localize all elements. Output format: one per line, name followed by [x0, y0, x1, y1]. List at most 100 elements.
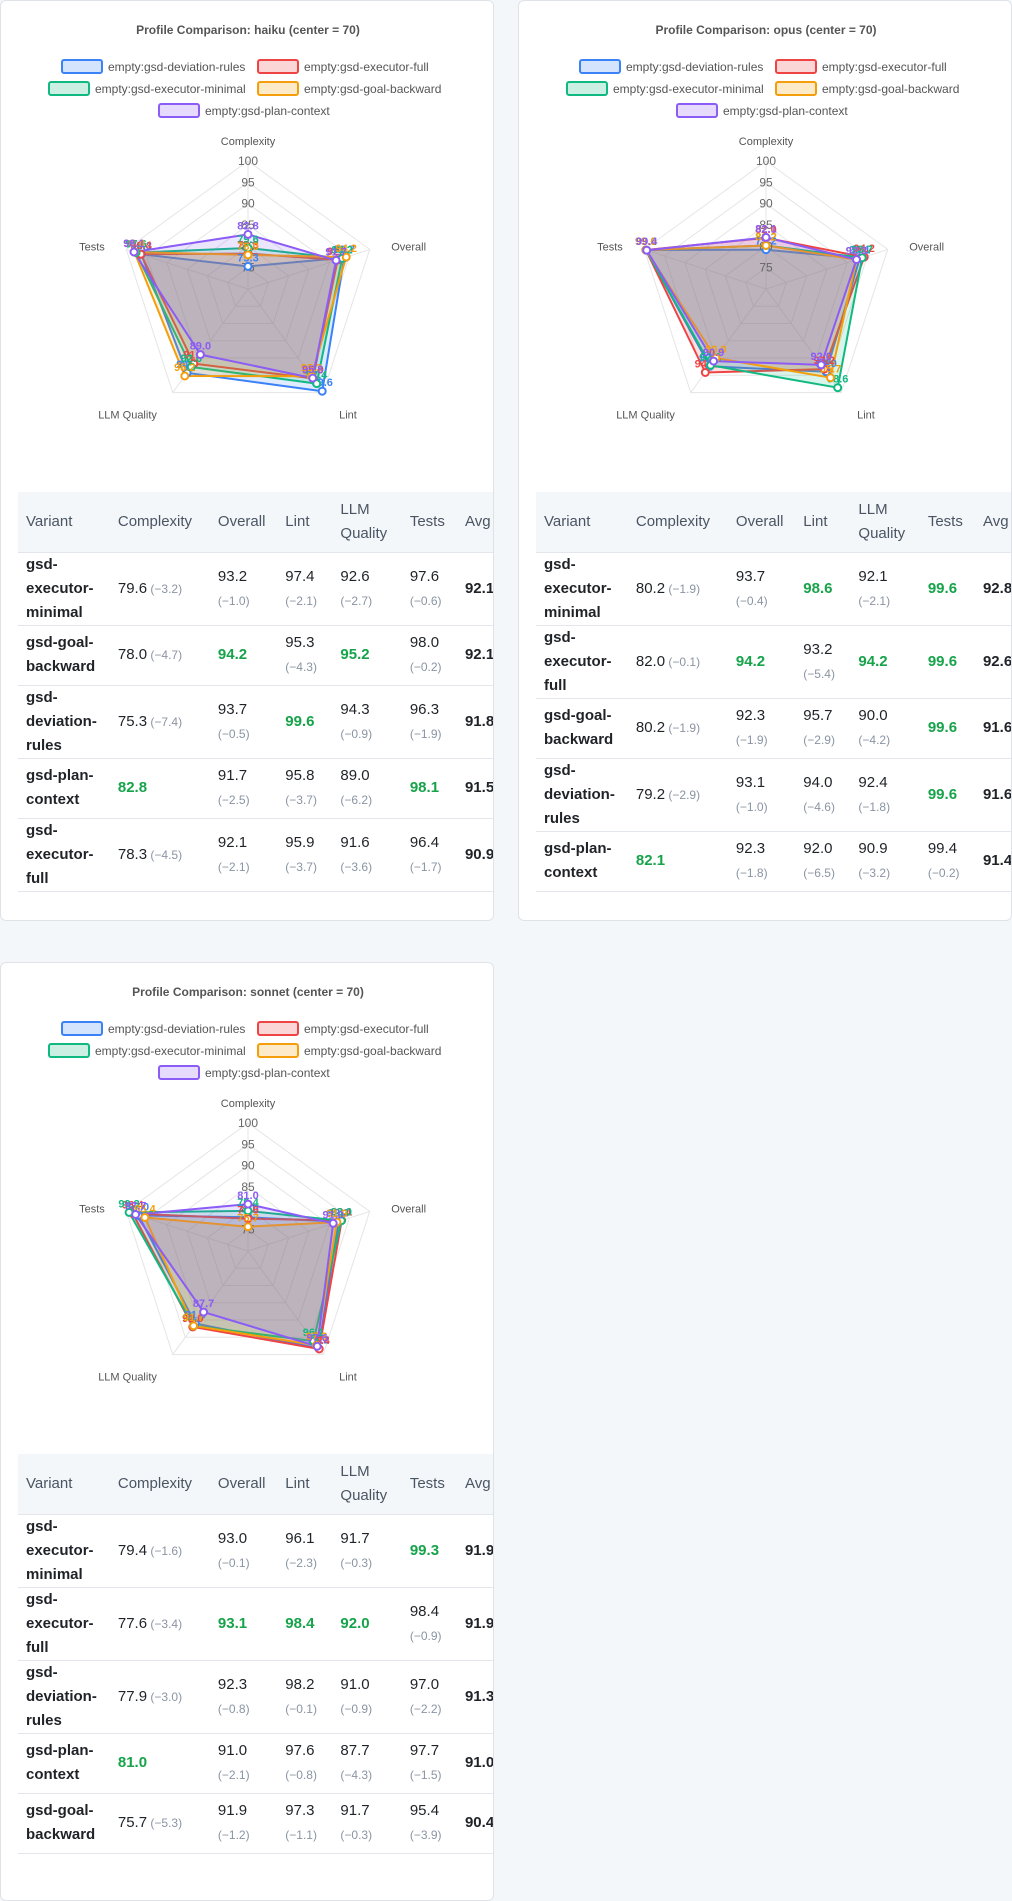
- data-label: 82.0: [755, 224, 776, 236]
- data-point: [816, 360, 826, 370]
- metric-value: 90.9: [858, 840, 888, 857]
- metric-value: 99.6: [285, 712, 315, 730]
- metric-cell: 92.3 (−1.9): [727, 698, 796, 759]
- variant-cell: gsd-deviation-rules: [18, 685, 110, 759]
- legend-swatch: [61, 1021, 103, 1036]
- metric-value: 93.0: [217, 1529, 248, 1547]
- metric-value: 92.0: [340, 1614, 370, 1632]
- metric-value: 78.3: [117, 845, 148, 863]
- table-header: Tests: [401, 1454, 457, 1515]
- metric-value: 82.0: [635, 652, 666, 670]
- metric-cell: 95.2: [332, 625, 402, 686]
- tick-label: 100: [238, 154, 258, 168]
- metric-value: 98.1: [409, 779, 440, 796]
- metric-cell: 97.4 (−2.1): [277, 552, 333, 626]
- metric-value: 78.0: [117, 646, 148, 663]
- data-label: 93.0: [331, 1207, 352, 1219]
- metric-cell: 93.2 (−1.0): [209, 552, 278, 626]
- metric-delta: (−0.3): [340, 1828, 373, 1842]
- metric-cell: 75.3 (−7.4): [109, 685, 210, 759]
- metric-value: 95.2: [340, 646, 370, 663]
- metric-cell: 95.8 (−3.7): [277, 758, 333, 819]
- metric-delta: (−3.2): [147, 581, 183, 596]
- table-row: gsd-deviation-rules 77.9 (−3.0) 92.3 (−0.8…: [18, 1660, 493, 1734]
- tick-label: 100: [756, 154, 776, 168]
- series-area: [133, 233, 338, 380]
- legend-label: empty:gsd-executor-minimal: [95, 1044, 246, 1058]
- metric-value: 91.7: [340, 1802, 370, 1819]
- metric-delta: (−6.2): [340, 793, 373, 807]
- variant-cell: gsd-goal-backward: [18, 625, 110, 686]
- metric-cell: 95.9 (−3.7): [277, 818, 333, 892]
- data-point: [180, 371, 190, 381]
- metric-cell: 91.6 (−3.6): [332, 818, 402, 892]
- metric-value: 92.0: [803, 840, 833, 857]
- grid-ring: [125, 1122, 371, 1356]
- metric-cell: 91.0 (−2.1): [209, 1733, 278, 1794]
- metric-cell: 99.6: [919, 758, 975, 832]
- avg-cell: 91.9: [456, 1514, 493, 1588]
- variant-cell: gsd-goal-backward: [536, 698, 628, 759]
- metric-value: 94.2: [217, 646, 248, 663]
- metric-value: 95.9: [285, 833, 315, 851]
- metric-cell: 93.7 (−0.4): [727, 552, 796, 626]
- data-label: 92.0: [182, 1313, 203, 1325]
- legend-swatch: [775, 81, 817, 96]
- data-label: 91.7: [183, 1312, 204, 1324]
- grid-spoke: [126, 248, 249, 290]
- legend-label: empty:gsd-executor-full: [304, 1022, 429, 1036]
- results-table-sonnet: Variant Complexity Overall Lint LLM Quality Te…: [18, 1454, 493, 1854]
- chart-title: Profile Comparison: opus (center = 70): [655, 23, 876, 37]
- legend-swatch: [257, 81, 299, 96]
- table-row: gsd-plan-context 81.0 91.0 (−2.1) 97.6 (−0.…: [18, 1733, 493, 1794]
- data-label: 99.6: [635, 236, 656, 248]
- metric-value: 98.6: [803, 579, 833, 597]
- data-point: [243, 261, 253, 271]
- tick-label: 85: [241, 218, 255, 232]
- metric-value: 93.1: [217, 1614, 248, 1632]
- data-point: [341, 252, 351, 262]
- metric-delta: (−0.8): [285, 1768, 317, 1782]
- metric-value: 97.3: [285, 1802, 315, 1819]
- data-label: 91.0: [322, 1209, 343, 1221]
- metric-delta: (−1.8): [735, 866, 768, 880]
- metric-value: 92.3: [217, 1675, 248, 1693]
- metric-value: 98.4: [409, 1602, 440, 1620]
- legend-swatch: [676, 103, 718, 118]
- metric-delta: (−5.3): [147, 1816, 183, 1830]
- table-header: LLM Quality: [850, 492, 920, 553]
- data-label: 93.7: [851, 244, 872, 256]
- metric-cell: 90.0 (−4.2): [850, 698, 920, 759]
- tick-label: 75: [759, 261, 773, 275]
- data-point: [312, 1341, 322, 1351]
- data-label: 98.0: [124, 238, 145, 250]
- metric-cell: 77.9 (−3.0): [109, 1660, 210, 1734]
- metric-value: 94.2: [858, 652, 888, 670]
- data-label: 96.1: [303, 1327, 324, 1339]
- metric-cell: 80.2 (−1.9): [627, 552, 728, 626]
- tick-label: 85: [241, 1180, 255, 1194]
- metric-cell: 92.1 (−2.1): [209, 818, 278, 892]
- variant-cell: gsd-deviation-rules: [18, 1660, 110, 1734]
- data-point: [243, 1222, 253, 1232]
- metric-value: 99.6: [927, 785, 958, 803]
- metric-cell: 91.7 (−0.3): [332, 1514, 402, 1588]
- metric-delta: (−7.4): [147, 714, 183, 729]
- data-label: 95.2: [174, 362, 195, 374]
- table-header: Variant: [18, 492, 110, 553]
- data-label: 98.1: [123, 238, 144, 250]
- metric-cell: 99.6: [919, 698, 975, 759]
- metric-cell: 96.1 (−2.3): [277, 1514, 333, 1588]
- metric-cell: 95.3 (−4.3): [277, 625, 333, 686]
- metric-delta: (−1.8): [858, 799, 891, 814]
- data-label: 99.3: [118, 1198, 139, 1210]
- metric-cell: 94.2: [727, 625, 796, 699]
- variant-cell: gsd-deviation-rules: [536, 758, 628, 832]
- metric-cell: 94.2: [209, 625, 278, 686]
- metric-value: 91.7: [340, 1529, 370, 1547]
- metric-value: 95.7: [803, 707, 833, 724]
- data-label: 95.3: [301, 362, 322, 374]
- metric-delta: (−0.5): [217, 726, 250, 741]
- series-area: [645, 236, 858, 366]
- table-row: gsd-goal-backward 78.0 (−4.7) 94.2 95.3 (−4…: [18, 625, 493, 686]
